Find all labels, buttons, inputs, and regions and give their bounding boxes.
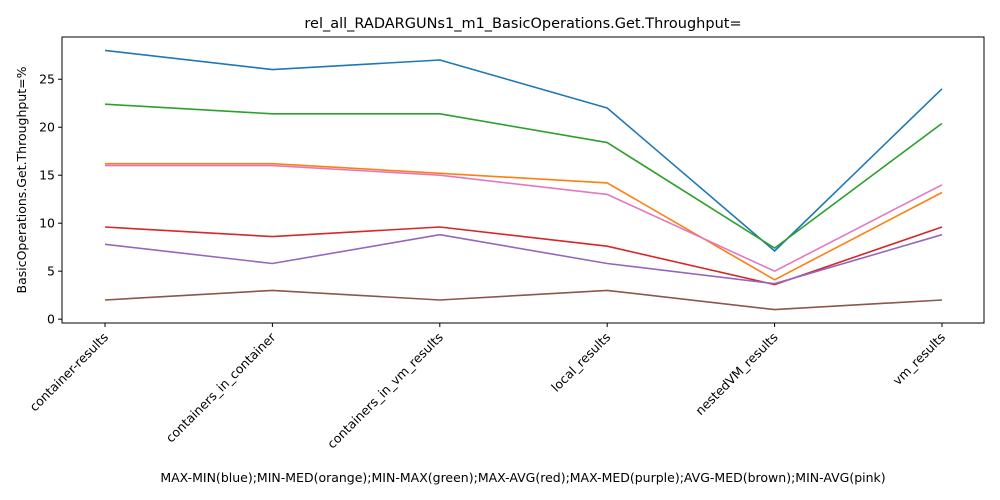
series-line-6	[104, 289, 943, 311]
series-line-1	[104, 49, 943, 252]
series-line-7	[105, 164, 943, 273]
chart-title: rel_all_RADARGUNs1_m1_BasicOperations.Ge…	[304, 16, 741, 32]
y-tick-label: 5	[47, 264, 55, 279]
series-line-3	[104, 103, 943, 249]
y-tick-label: 0	[47, 312, 55, 327]
y-tick-label: 15	[39, 168, 55, 183]
y-tick-label: 20	[39, 120, 55, 135]
y-tick-label: 25	[39, 72, 55, 87]
series-line-2	[105, 162, 943, 281]
series-layer	[104, 49, 943, 311]
y-axis-label: BasicOperations.Get.Throughput=%	[14, 66, 29, 293]
y-tick-label: 10	[39, 216, 55, 231]
x-axis-label: MAX-MIN(blue);MIN-MED(orange);MIN-MAX(gr…	[160, 470, 885, 485]
series-line-5	[104, 233, 943, 285]
plot-frame	[61, 36, 985, 324]
y-axis: 0 5 10 15 20 25	[39, 72, 62, 327]
